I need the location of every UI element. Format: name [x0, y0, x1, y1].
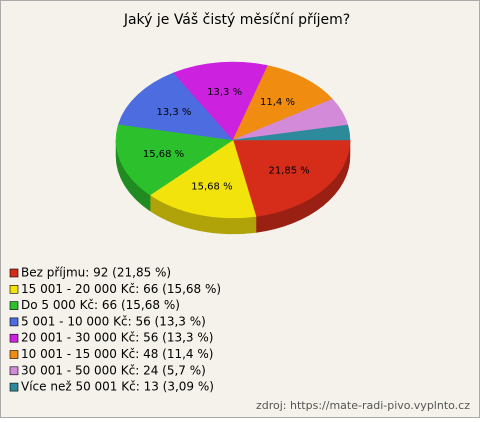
slice: [173, 61, 269, 141]
legend-swatch: [9, 268, 19, 278]
chart-title: Jaký je Váš čistý měsíční příjem?: [123, 12, 350, 28]
legend-swatch: [9, 317, 19, 327]
slice: [232, 65, 334, 141]
data-label: 15,68 %: [143, 149, 184, 160]
slice: [232, 139, 351, 217]
slice: [118, 72, 234, 141]
legend-label: Více než 50 001 Kč: 13 (3,09 %): [21, 380, 214, 394]
slice: [149, 139, 257, 219]
data-label: 15,68 %: [191, 181, 232, 192]
legend-swatch: [9, 382, 19, 392]
legend-label: Do 5 000 Kč: 66 (15,68 %): [21, 298, 180, 312]
legend-label: 15 001 - 20 000 Kč: 66 (15,68 %): [21, 282, 221, 296]
legend-label: 10 001 - 15 000 Kč: 48 (11,4 %): [21, 347, 213, 361]
legend-label: 30 001 - 50 000 Kč: 24 (5,7 %): [21, 363, 206, 377]
data-label: 21,85 %: [268, 166, 309, 177]
legend-swatch: [9, 366, 19, 376]
data-label: 13,3 %: [207, 87, 242, 98]
legend-swatch: [9, 301, 19, 310]
legend-swatch: [9, 350, 19, 359]
legend-label: 5 001 - 10 000 Kč: 56 (13,3 %): [21, 314, 206, 328]
legend-swatch: [9, 284, 19, 294]
source: zdroj: https://mate-radi-pivo.vyplnto.cz: [256, 399, 470, 412]
legend-label: Bez příjmu: 92 (21,85 %): [21, 266, 171, 280]
data-label: 13,3 %: [156, 107, 191, 118]
legend-swatch: [9, 333, 19, 343]
data-label: 11,4 %: [260, 97, 295, 108]
slice: [115, 124, 234, 196]
slice: [232, 124, 351, 141]
legend-label: 20 001 - 30 000 Kč: 56 (13,3 %): [21, 331, 213, 345]
